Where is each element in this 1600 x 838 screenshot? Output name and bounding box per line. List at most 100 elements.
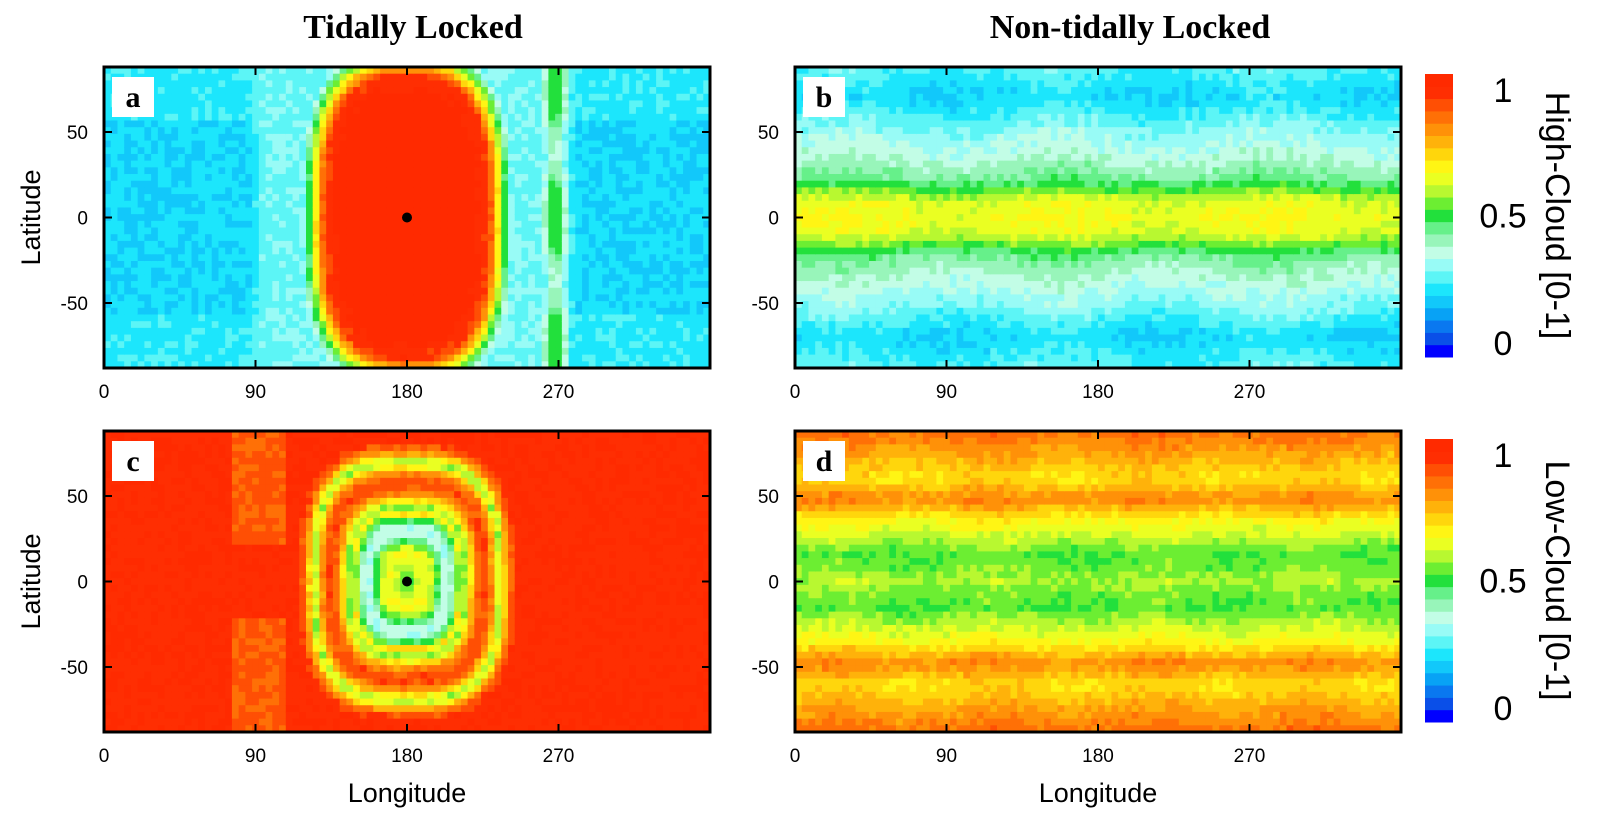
heatmap-cell — [541, 67, 549, 75]
heatmap-cell — [902, 227, 911, 235]
heatmap-cell — [137, 274, 145, 282]
heatmap-cell — [808, 307, 816, 316]
heatmap-cell — [595, 281, 603, 289]
heatmap-cell — [635, 327, 644, 336]
heatmap-cell — [622, 227, 630, 235]
heatmap-cell — [555, 347, 563, 356]
heatmap-cell — [835, 200, 843, 209]
heatmap-cell — [922, 307, 931, 316]
heatmap-cell — [258, 187, 267, 195]
heatmap-cell — [595, 207, 603, 215]
heatmap-cell — [231, 341, 240, 349]
heatmap-cell — [306, 147, 314, 155]
heatmap-cell — [828, 147, 836, 155]
heatmap-cell — [683, 247, 691, 255]
heatmap-cell — [481, 341, 489, 349]
heatmap-cell — [104, 174, 112, 182]
heatmap-cell — [279, 220, 287, 229]
heatmap-cell — [869, 87, 877, 95]
heatmap-cell — [508, 174, 516, 182]
heatmap-cell — [922, 80, 931, 88]
heatmap-cell — [481, 354, 489, 362]
heatmap-cell — [231, 247, 240, 255]
heatmap-cell — [157, 147, 166, 155]
heatmap-cell — [801, 307, 810, 316]
heatmap-cell — [117, 247, 125, 255]
heatmap-cell — [555, 87, 563, 95]
heatmap-cell — [828, 327, 836, 336]
heatmap-cell — [649, 93, 657, 102]
heatmap-cell — [130, 301, 139, 309]
heatmap-cell — [534, 120, 543, 128]
heatmap-cell — [467, 341, 475, 349]
heatmap-cell — [373, 214, 381, 222]
heatmap-cell — [842, 314, 850, 322]
heatmap-cell — [595, 361, 603, 369]
heatmap-cell — [346, 321, 354, 329]
heatmap-cell — [359, 127, 368, 135]
heatmap-cell — [285, 247, 294, 255]
heatmap-cell — [454, 321, 462, 329]
heatmap-cell — [272, 347, 280, 356]
heatmap-cell — [815, 200, 823, 209]
heatmap-cell — [656, 87, 664, 95]
heatmap-cell — [319, 100, 327, 108]
heatmap-cell — [272, 214, 280, 222]
heatmap-cell — [649, 214, 657, 222]
heatmap-cell — [689, 220, 698, 229]
heatmap-cell — [534, 127, 543, 135]
heatmap-cell — [420, 301, 428, 309]
heatmap-cell — [245, 207, 253, 215]
heatmap-cell — [231, 274, 240, 282]
heatmap-cell — [662, 140, 671, 148]
heatmap-cell — [909, 167, 917, 175]
heatmap-cell — [808, 180, 816, 188]
heatmap-cell — [124, 214, 132, 222]
heatmap-cell — [615, 281, 624, 289]
heatmap-cell — [225, 100, 233, 108]
heatmap-cell — [332, 160, 341, 168]
heatmap-cell — [683, 361, 691, 369]
heatmap-cell — [862, 87, 870, 95]
heatmap-cell — [346, 180, 354, 188]
heatmap-cell — [703, 180, 711, 188]
heatmap-cell — [855, 147, 863, 155]
heatmap-cell — [440, 240, 448, 249]
heatmap-cell — [642, 307, 650, 316]
heatmap-cell — [801, 127, 810, 135]
heatmap-cell — [541, 267, 549, 275]
heatmap-cell — [272, 334, 280, 342]
heatmap-cell — [683, 227, 691, 235]
heatmap-cell — [447, 147, 455, 155]
heatmap-cell — [575, 187, 583, 195]
heatmap-cell — [238, 147, 246, 155]
heatmap-cell — [346, 287, 354, 296]
heatmap-cell — [909, 73, 917, 81]
heatmap-cell — [332, 93, 341, 102]
heatmap-cell — [842, 160, 850, 168]
heatmap-cell — [541, 247, 549, 255]
heatmap-cell — [642, 294, 650, 302]
heatmap-cell — [622, 301, 630, 309]
heatmap-cell — [649, 294, 657, 302]
heatmap-cell — [835, 147, 843, 155]
heatmap-cell — [225, 287, 233, 296]
heatmap-cell — [801, 294, 810, 302]
heatmap-cell — [400, 100, 408, 108]
heatmap-cell — [252, 214, 260, 222]
heatmap-cell — [312, 227, 321, 235]
heatmap-cell — [198, 294, 206, 302]
heatmap-cell — [896, 220, 904, 229]
heatmap-cell — [312, 187, 321, 195]
heatmap-cell — [676, 234, 684, 242]
heatmap-cell — [602, 67, 610, 75]
heatmap-cell — [104, 180, 112, 188]
heatmap-cell — [703, 187, 711, 195]
heatmap-cell — [602, 301, 610, 309]
heatmap-cell — [292, 240, 300, 249]
heatmap-cell — [218, 194, 226, 202]
heatmap-cell — [494, 214, 502, 222]
heatmap-cell — [609, 281, 617, 289]
heatmap-cell — [124, 354, 132, 362]
heatmap-cell — [359, 220, 368, 229]
